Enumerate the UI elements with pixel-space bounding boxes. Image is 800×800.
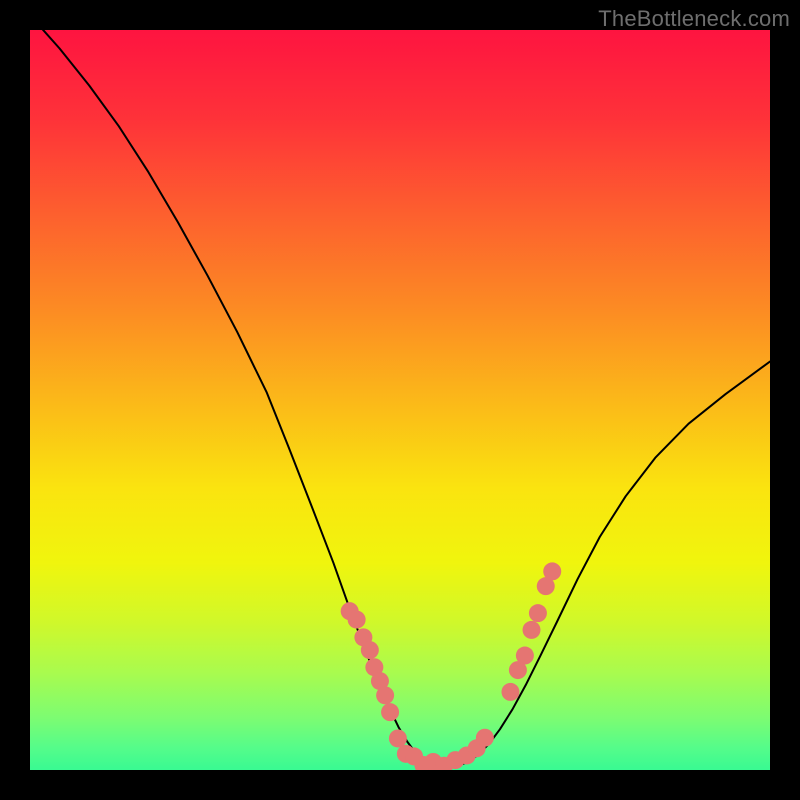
marker-dot [516,647,534,665]
plot-background [30,30,770,770]
marker-dot [376,686,394,704]
bottleneck-chart [0,0,800,800]
watermark-text: TheBottleneck.com [598,6,790,32]
marker-dot [361,641,379,659]
marker-dot [501,683,519,701]
marker-dot [523,621,541,639]
marker-dot [389,729,407,747]
marker-dot [381,703,399,721]
marker-dot [476,729,494,747]
marker-dot [543,562,561,580]
marker-dot [348,611,366,629]
chart-stage: TheBottleneck.com [0,0,800,800]
marker-dot [529,604,547,622]
